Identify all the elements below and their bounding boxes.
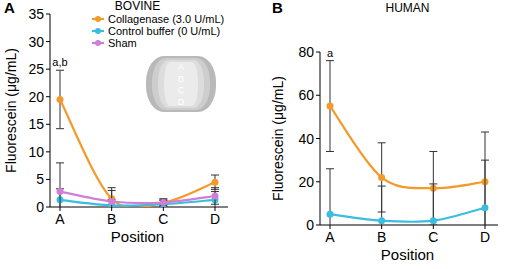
error-bar — [378, 186, 386, 225]
y-tick — [316, 181, 320, 182]
x-tick-label: C — [158, 211, 168, 227]
y-tick-label: 60 — [298, 87, 314, 103]
legend-marker — [95, 28, 101, 34]
title: HUMAN — [386, 1, 430, 15]
x-tick-label: A — [55, 211, 65, 227]
inset-label: A — [178, 62, 184, 72]
legend-label: Control buffer (0 U/mL) — [108, 25, 220, 37]
y-tick-label: 80 — [298, 44, 314, 60]
error-bar — [56, 163, 64, 207]
series-line — [60, 192, 215, 204]
marker — [378, 174, 385, 181]
y-tick — [46, 41, 50, 42]
y-axis-label: Fluorescein (μg/mL) — [3, 48, 19, 173]
error-bar — [326, 169, 334, 225]
marker — [108, 198, 115, 205]
x-tick-label: D — [210, 211, 220, 227]
y-tick — [316, 52, 320, 53]
legend-marker — [95, 16, 101, 22]
legend-label: Sham — [108, 37, 137, 49]
y-tick — [316, 95, 320, 96]
series-line — [60, 99, 215, 207]
series-line — [330, 106, 485, 188]
marker — [160, 199, 167, 206]
error-bar — [108, 190, 116, 207]
y-tick — [46, 151, 50, 152]
error-bar — [211, 192, 219, 207]
panel-label: B — [272, 0, 283, 16]
marker — [212, 192, 219, 199]
marker — [378, 217, 385, 224]
y-tick-label: 0 — [36, 199, 44, 215]
inset-shape — [158, 60, 204, 108]
x-tick-label: B — [377, 229, 386, 245]
x-tick-label: D — [480, 229, 490, 245]
error-bar — [56, 70, 64, 128]
error-bar — [481, 160, 489, 225]
error-bar — [159, 199, 167, 207]
inset-label: D — [178, 97, 185, 107]
y-axis — [50, 14, 51, 207]
error-bar — [159, 200, 167, 206]
panel: ABOVINE05101520253035ABCDPositionFluores… — [3, 0, 228, 245]
legend-label: Collagenase (3.0 U/mL) — [108, 13, 224, 25]
marker — [482, 204, 489, 211]
y-tick — [46, 207, 50, 208]
y-tick — [46, 96, 50, 97]
y-tick-label: 30 — [28, 34, 44, 50]
error-bar — [211, 188, 219, 205]
x-axis — [320, 225, 498, 226]
marker — [327, 211, 334, 218]
marker — [430, 217, 437, 224]
y-tick — [316, 138, 320, 139]
plot-area — [326, 61, 489, 225]
title: BOVINE — [115, 0, 160, 13]
y-tick-label: 25 — [28, 61, 44, 77]
y-tick — [46, 179, 50, 180]
x-axis-label: Position — [111, 228, 164, 245]
y-tick-label: 5 — [36, 171, 44, 187]
y-tick-label: 0 — [306, 217, 314, 233]
panel-label: A — [4, 0, 15, 16]
error-bar — [429, 184, 437, 225]
x-tick-label: B — [107, 211, 116, 227]
marker — [160, 199, 167, 206]
legend-marker — [95, 40, 101, 46]
y-tick-label: 20 — [28, 89, 44, 105]
y-tick — [46, 14, 50, 15]
marker — [57, 188, 64, 195]
x-tick-label: A — [325, 229, 335, 245]
y-tick-label: 15 — [28, 116, 44, 132]
inset: ABCD — [146, 56, 216, 112]
figure: ABOVINE05101520253035ABCDPositionFluores… — [0, 0, 505, 269]
x-tick-label: C — [428, 229, 438, 245]
error-bar — [326, 61, 334, 152]
x-axis-label: Position — [381, 246, 434, 263]
annotation: a — [327, 47, 334, 59]
error-bar — [211, 175, 219, 189]
y-tick-label: 40 — [298, 131, 314, 147]
y-tick — [316, 225, 320, 226]
inset-label: B — [178, 74, 184, 84]
y-tick-label: 20 — [298, 174, 314, 190]
marker — [212, 179, 219, 186]
y-axis-label: Fluorescein (μg/mL) — [270, 76, 286, 201]
marker — [57, 96, 64, 103]
inset-shape — [146, 56, 216, 112]
inset-shape — [164, 62, 198, 106]
inset-label: C — [178, 85, 185, 95]
marker — [327, 103, 334, 110]
y-tick — [46, 124, 50, 125]
y-tick — [46, 69, 50, 70]
y-tick-label: 10 — [28, 144, 44, 160]
y-tick-label: 35 — [28, 6, 44, 22]
panel: B HUMAN 0 20 40 60 80 A B C D Position Fluorescein (… — [270, 0, 498, 263]
inset-shape — [152, 58, 210, 110]
annotation: a,b — [52, 56, 67, 68]
series-line — [330, 208, 485, 222]
